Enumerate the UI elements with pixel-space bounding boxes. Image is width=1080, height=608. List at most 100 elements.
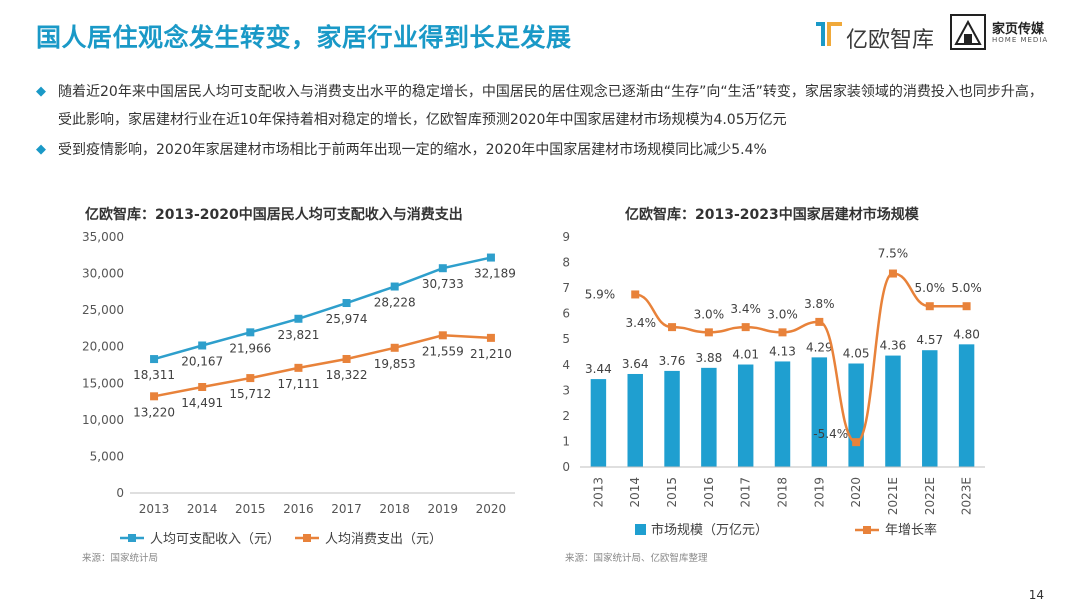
y-tick-label: 5,000 (90, 449, 124, 463)
x-tick-label: 2023E (960, 477, 974, 515)
y-tick-label: 5 (562, 332, 570, 346)
diamond-bullet-icon: ◆ (36, 84, 46, 99)
y-tick-label: 2 (562, 409, 570, 423)
bar-value-label: 3.64 (622, 357, 649, 371)
yiou-logo-text: 亿欧智库 (846, 28, 935, 53)
growth-point (888, 269, 897, 278)
growth-label: 3.8% (804, 297, 835, 311)
diamond-bullet-icon: ◆ (36, 142, 46, 157)
y-tick-label: 8 (562, 256, 570, 270)
data-point (486, 333, 495, 342)
legend-marker (128, 534, 136, 542)
legend-label: 人均可支配收入（元） (150, 532, 280, 547)
series-line-2 (153, 334, 492, 398)
growth-point (925, 302, 934, 311)
data-label: 25,974 (326, 312, 368, 326)
data-label: 18,322 (326, 368, 368, 382)
bar-value-label: 4.01 (732, 348, 759, 362)
data-point (150, 355, 159, 364)
growth-label: 3.4% (626, 316, 657, 330)
summary-bullets: ◆ 随着近20年来中国居民人均可支配收入与消费支出水平的稳定增长，中国居民的居住… (36, 78, 1046, 164)
bullet-item: ◆ 随着近20年来中国居民人均可支配收入与消费支出水平的稳定增长，中国居民的居住… (36, 78, 1046, 134)
x-tick-label: 2021E (886, 477, 900, 515)
bar-value-label: 4.80 (953, 327, 980, 341)
data-point (198, 341, 207, 350)
x-tick-label: 2018 (379, 502, 410, 516)
growth-point (778, 328, 787, 337)
data-label: 20,167 (181, 354, 223, 368)
legend-label: 市场规模（万亿元） (651, 522, 768, 538)
y-tick-label: 10,000 (82, 413, 124, 427)
bar (590, 379, 607, 467)
x-tick-label: 2016 (283, 502, 314, 516)
data-point (294, 314, 303, 323)
data-label: 28,228 (374, 296, 416, 310)
x-tick-label: 2017 (331, 502, 362, 516)
bar-value-label: 4.29 (806, 340, 833, 354)
growth-point (668, 323, 677, 332)
bullet-text: 受到疫情影响，2020年家居建材市场相比于前两年出现一定的缩水，2020年中国家… (58, 142, 767, 158)
bar (848, 363, 864, 467)
data-label: 21,559 (422, 344, 464, 358)
x-tick-label: 2018 (776, 477, 790, 508)
legend-label: 年增长率 (885, 522, 937, 538)
x-tick-label: 2019 (428, 502, 459, 516)
bar-value-label: 4.57 (916, 333, 943, 347)
data-label: 18,311 (133, 368, 175, 382)
x-tick-label: 2013 (139, 502, 170, 516)
page-number: 14 (1028, 588, 1044, 602)
bar-value-label: 4.13 (769, 344, 796, 358)
growth-point (962, 302, 971, 311)
y-tick-label: 6 (562, 307, 570, 321)
x-tick-label: 2019 (812, 477, 826, 508)
chart1-title: 亿欧智库：2013-2020中国居民人均可支配收入与消费支出 (85, 206, 463, 223)
bullet-item: ◆ 受到疫情影响，2020年家居建材市场相比于前两年出现一定的缩水，2020年中… (36, 136, 1046, 164)
x-tick-label: 2015 (235, 502, 266, 516)
home-media-logo-text: 家页传媒 (992, 22, 1045, 37)
growth-label: 5.0% (951, 281, 982, 295)
data-point (342, 354, 351, 363)
legend-label: 人均消费支出（元） (325, 532, 442, 547)
y-tick-label: 3 (562, 383, 570, 397)
y-tick-label: 25,000 (82, 303, 124, 317)
page-title: 国人居住观念发生转变，家居行业得到长足发展 (36, 23, 572, 52)
data-point (390, 282, 399, 291)
growth-label: 3.0% (767, 307, 798, 321)
income-expenditure-line-chart: 亿欧智库：2013-2020中国居民人均可支配收入与消费支出 0 5,000 10,0… (82, 206, 516, 547)
data-label: 15,712 (229, 387, 271, 401)
bar-value-label: 3.44 (585, 362, 612, 376)
y-tick-label: 30,000 (82, 267, 124, 281)
home-media-logo-sub: HOME MEDIA (992, 36, 1049, 44)
home-media-logo: 家页传媒 HOME MEDIA (950, 14, 1050, 54)
legend-bar-swatch (635, 524, 646, 535)
x-tick-label: 2015 (665, 477, 679, 508)
data-label: 14,491 (181, 396, 223, 410)
x-tick-label: 2022E (923, 477, 937, 515)
chart1-source: 来源：国家统计局 (82, 553, 159, 564)
x-tick-label: 2014 (187, 502, 218, 516)
bar-value-label: 3.88 (696, 351, 723, 365)
growth-point (741, 323, 750, 332)
data-point (438, 331, 447, 340)
growth-point (631, 290, 640, 299)
y-tick-label: 9 (562, 230, 570, 244)
y-tick-label: 0 (116, 486, 124, 500)
x-tick-label: 2017 (739, 477, 753, 508)
data-point (486, 253, 495, 262)
data-point (438, 264, 447, 273)
data-point (150, 392, 159, 401)
bar (627, 373, 643, 467)
growth-label: -5.4% (813, 427, 848, 441)
bar-value-label: 3.76 (659, 354, 686, 368)
growth-label: 5.9% (585, 287, 616, 301)
bar (922, 350, 938, 467)
data-point (246, 374, 255, 383)
chart2-title: 亿欧智库：2013-2023中国家居建材市场规模 (625, 206, 920, 223)
bar (664, 370, 680, 467)
data-label: 19,853 (374, 357, 416, 371)
data-point (246, 328, 255, 337)
data-label: 21,210 (470, 347, 512, 361)
data-point (198, 383, 207, 392)
bar (885, 355, 901, 467)
market-size-bar-chart: 亿欧智库：2013-2023中国家居建材市场规模 0 1 2 3 4 5 6 7 8 9 3.44 3.… (562, 206, 985, 538)
